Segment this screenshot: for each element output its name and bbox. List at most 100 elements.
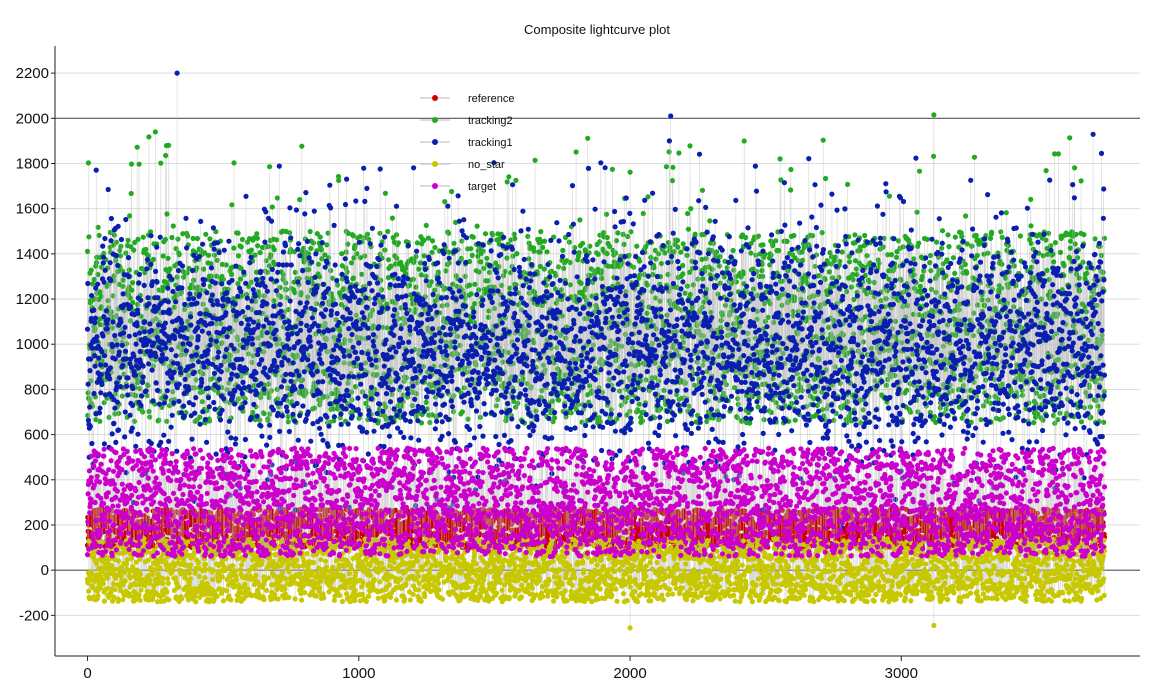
point-tracking2	[131, 247, 137, 253]
plot-area	[84, 70, 1108, 631]
point-tracking2	[386, 257, 392, 263]
point-tracking2	[315, 261, 321, 267]
point-tracking2	[231, 160, 237, 166]
point-tracking2	[194, 235, 200, 242]
point-tracking2	[231, 245, 237, 251]
point-tracking2	[170, 223, 176, 229]
point-tracking2	[130, 280, 136, 286]
point-tracking2	[126, 267, 132, 273]
point-tracking2	[235, 230, 241, 236]
point-tracking2	[135, 236, 141, 242]
point-tracking2	[297, 197, 303, 203]
point-tracking2	[150, 256, 157, 262]
point-tracking2	[127, 213, 133, 219]
point-tracking2	[300, 245, 307, 251]
point-tracking2	[382, 190, 388, 196]
point-reference	[903, 529, 909, 535]
point-tracking2	[352, 384, 359, 390]
point-tracking2	[403, 265, 409, 271]
point-tracking2	[207, 236, 213, 242]
point-tracking2	[389, 215, 395, 221]
point-tracking2	[134, 144, 140, 150]
point-tracking2	[173, 246, 179, 252]
point-tracking2	[292, 269, 298, 275]
point-tracking2	[162, 236, 168, 243]
point-tracking2	[184, 270, 190, 276]
point-tracking2	[140, 234, 146, 240]
point-tracking2	[310, 240, 317, 246]
point-tracking2	[254, 235, 260, 241]
point-tracking2	[379, 287, 385, 293]
point-tracking2	[306, 267, 312, 273]
point-tracking2	[364, 231, 371, 237]
point-tracking2	[129, 287, 135, 293]
point-tracking2	[254, 231, 260, 237]
point-tracking2	[160, 253, 166, 259]
point-tracking2	[384, 325, 390, 331]
point-tracking2	[84, 248, 91, 254]
point-tracking2	[169, 234, 175, 241]
point-tracking2	[411, 258, 417, 264]
point-tracking2	[319, 247, 325, 253]
point-tracking2	[164, 211, 170, 217]
point-tracking2	[235, 253, 241, 259]
point-tracking2	[357, 233, 363, 240]
point-tracking2	[267, 164, 273, 170]
point-tracking2	[128, 190, 134, 197]
point-tracking2	[199, 399, 205, 405]
point-tracking2	[163, 152, 169, 159]
chart-title: Composite lightcurve plot	[524, 22, 670, 37]
point-tracking2	[166, 142, 172, 148]
point-tracking2	[307, 228, 313, 235]
point-tracking2	[146, 134, 152, 140]
point-tracking2	[136, 161, 142, 167]
point-tracking2	[388, 263, 394, 269]
point-tracking2	[269, 204, 275, 210]
point-tracking2	[140, 409, 146, 415]
axes	[51, 46, 1140, 661]
point-tracking2	[299, 143, 305, 149]
point-tracking2	[167, 266, 173, 272]
point-tracking2	[271, 247, 277, 253]
point-tracking2	[120, 283, 126, 289]
point-tracking2	[175, 236, 181, 242]
point-tracking2	[97, 289, 103, 295]
point-tracking2	[128, 161, 135, 167]
point-tracking2	[316, 274, 323, 280]
point-tracking2	[118, 243, 124, 249]
point-tracking2	[354, 251, 360, 257]
point-tracking2	[138, 265, 145, 272]
point-tracking2	[238, 244, 244, 250]
point-tracking2	[203, 231, 209, 237]
point-tracking2	[160, 284, 166, 290]
point-tracking2	[348, 260, 355, 266]
point-tracking2	[88, 267, 94, 273]
point-tracking2	[85, 160, 91, 166]
point-tracking2	[255, 243, 261, 249]
point-tracking2	[239, 236, 245, 243]
point-tracking2	[205, 252, 212, 258]
point-tracking2	[201, 266, 207, 272]
point-tracking2	[229, 271, 235, 277]
point-tracking2	[165, 255, 171, 261]
point-tracking2	[317, 234, 323, 240]
point-tracking2	[324, 242, 330, 248]
point-tracking2	[237, 276, 244, 282]
point-tracking2	[308, 245, 314, 251]
point-tracking2	[257, 250, 263, 256]
point-tracking2	[119, 393, 125, 399]
point-tracking2	[248, 247, 254, 253]
point-tracking2	[143, 246, 149, 253]
point-tracking2	[336, 177, 342, 183]
point-tracking2	[125, 237, 131, 243]
point-tracking2	[229, 202, 235, 208]
point-tracking2	[274, 237, 280, 243]
point-tracking2	[385, 228, 391, 235]
point-tracking2	[96, 232, 102, 238]
point-tracking2	[90, 281, 96, 287]
point-tracking2	[158, 160, 164, 166]
point-tracking2	[152, 129, 158, 135]
point-tracking2	[250, 409, 256, 416]
